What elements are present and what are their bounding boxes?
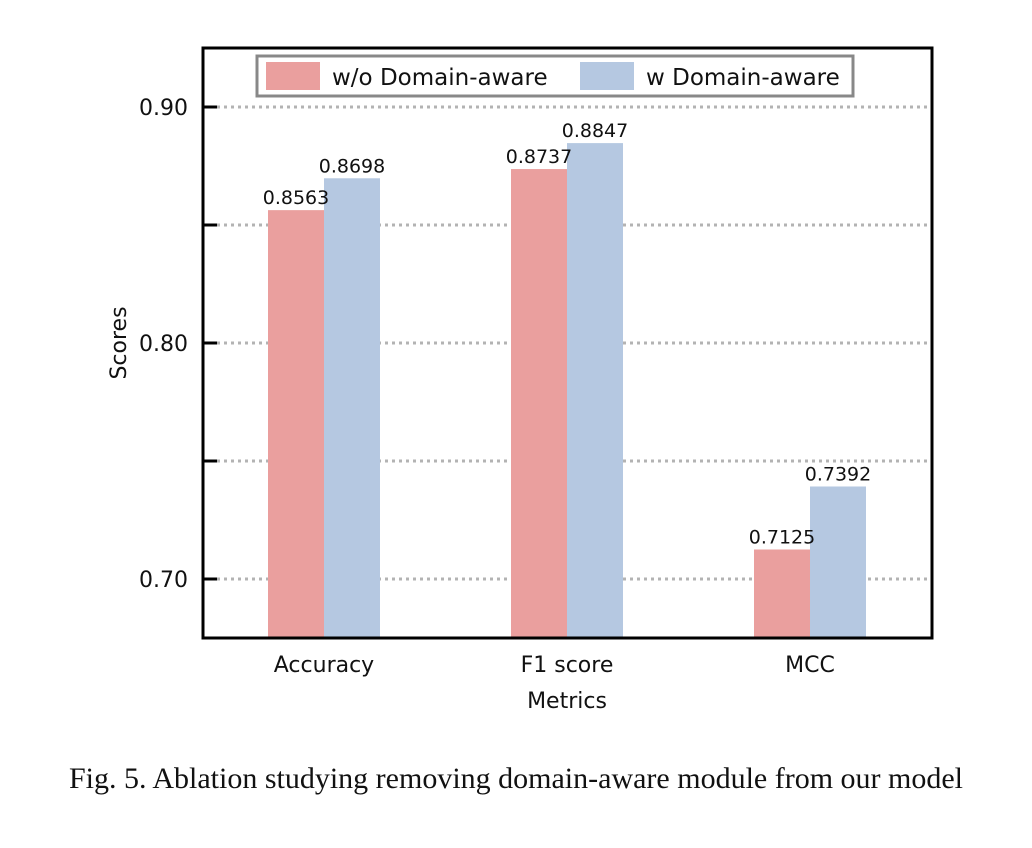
- y-axis-ticks: 0.70 0.80 0.90: [139, 96, 217, 593]
- data-label: 0.8847: [562, 120, 628, 142]
- bar-without-domain-aware-0: [268, 210, 324, 638]
- legend-label-without-domain-aware: w/o Domain-aware: [332, 65, 548, 91]
- x-axis-title: Metrics: [527, 689, 607, 714]
- bar-without-domain-aware-1: [511, 169, 567, 638]
- data-label: 0.8737: [506, 146, 572, 168]
- legend: w/o Domain-aware w Domain-aware: [255, 54, 855, 98]
- legend-label-with-domain-aware: w Domain-aware: [646, 65, 840, 91]
- bars: [268, 143, 866, 638]
- legend-frame: [255, 54, 855, 98]
- x-tick-label: F1 score: [521, 653, 614, 678]
- figure-caption: Fig. 5. Ablation studying removing domai…: [68, 762, 964, 795]
- y-axis-title: Scores: [107, 306, 132, 379]
- x-axis-tick-labels: Accuracy F1 score MCC: [274, 653, 835, 678]
- y-tick-label: 0.70: [139, 568, 188, 593]
- x-tick-label: Accuracy: [274, 653, 374, 678]
- data-label: 0.7125: [749, 527, 815, 549]
- bar-without-domain-aware-2: [754, 549, 810, 638]
- data-label: 0.7392: [805, 463, 871, 485]
- data-labels: 0.8563 0.8737 0.7125 0.8698 0.8847 0.7392: [263, 120, 871, 548]
- bar-with-domain-aware-1: [567, 143, 623, 638]
- bar-chart: 0.8563 0.8737 0.7125 0.8698 0.8847 0.7392 0.7…: [107, 46, 934, 714]
- bar-with-domain-aware-2: [810, 486, 866, 638]
- y-tick-label: 0.90: [139, 96, 188, 121]
- y-tick-label: 0.80: [139, 332, 188, 357]
- bar-with-domain-aware-0: [324, 178, 380, 638]
- legend-swatch-without-domain-aware: [266, 62, 320, 90]
- data-label: 0.8563: [263, 187, 329, 209]
- x-tick-label: MCC: [785, 653, 835, 678]
- legend-swatch-with-domain-aware: [580, 62, 634, 90]
- data-label: 0.8698: [319, 155, 385, 177]
